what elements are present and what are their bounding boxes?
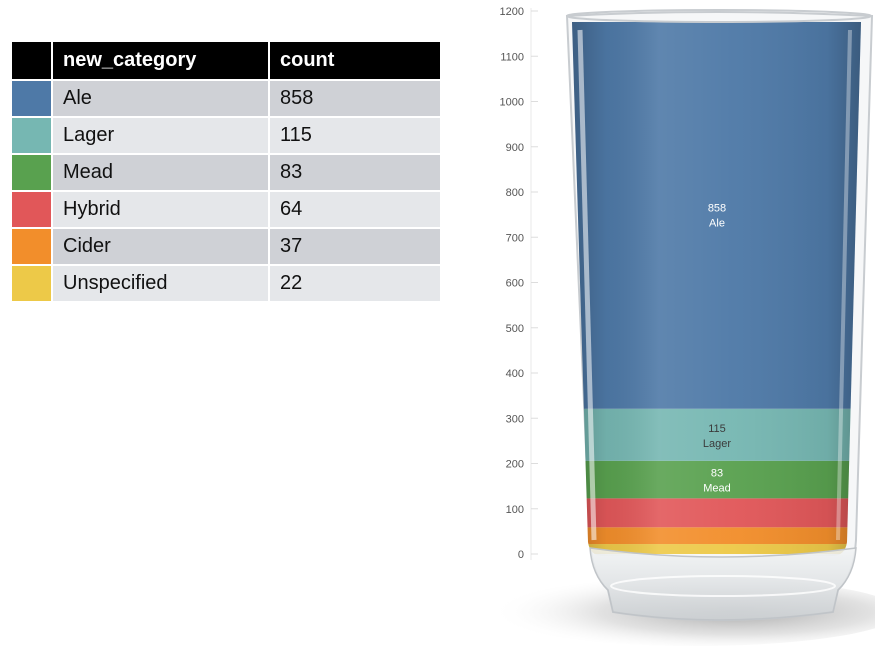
table-row: Mead 83 — [12, 153, 440, 190]
glass-highlight-right — [836, 29, 852, 541]
category-cell: Unspecified — [53, 264, 270, 301]
color-swatch — [12, 79, 53, 116]
segment-value-label: 83 — [711, 468, 723, 480]
segment-value-label: 115 — [708, 423, 726, 435]
liquid-shading — [572, 22, 861, 556]
table-row: Lager 115 — [12, 116, 440, 153]
glass-rim — [566, 9, 872, 23]
category-cell: Lager — [53, 116, 270, 153]
y-tick-label: 300 — [506, 413, 524, 425]
glass-base — [589, 547, 857, 621]
count-cell: 83 — [270, 153, 440, 190]
table-row: Ale 858 — [12, 79, 440, 116]
color-swatch — [12, 227, 53, 264]
y-tick-label: 400 — [506, 368, 524, 380]
category-cell: Ale — [53, 79, 270, 116]
y-tick-label: 700 — [506, 232, 524, 244]
count-cell: 64 — [270, 190, 440, 227]
swatch-header — [12, 42, 53, 79]
y-tick-label: 800 — [506, 187, 524, 199]
y-tick-label: 500 — [506, 323, 524, 335]
category-cell: Mead — [53, 153, 270, 190]
category-cell: Hybrid — [53, 190, 270, 227]
color-swatch — [12, 264, 53, 301]
glass-highlight-left — [577, 29, 597, 541]
segment-category-label: Lager — [703, 438, 731, 450]
header-category: new_category — [53, 42, 270, 79]
table-row: Unspecified 22 — [12, 264, 440, 301]
glass-stacked-chart: 0 100 200 300 400 500 600 700 800 900 1000 1100 1200… — [490, 6, 875, 646]
segment-value-label: 858 — [708, 203, 726, 215]
glass-base-highlight — [610, 575, 836, 597]
count-cell: 22 — [270, 264, 440, 301]
y-tick-label: 1200 — [500, 6, 524, 18]
segment-category-label: Ale — [709, 218, 725, 230]
color-swatch — [12, 190, 53, 227]
color-swatch — [12, 116, 53, 153]
count-cell: 37 — [270, 227, 440, 264]
category-cell: Cider — [53, 227, 270, 264]
segment-labels: 83 Mead 115 Lager 858 Ale — [703, 203, 731, 495]
table-row: Hybrid 64 — [12, 190, 440, 227]
y-tick-label: 100 — [506, 504, 524, 516]
count-cell: 115 — [270, 116, 440, 153]
header-count: count — [270, 42, 440, 79]
count-cell: 858 — [270, 79, 440, 116]
y-axis: 0 100 200 300 400 500 600 700 800 900 1000 1100 1200 — [500, 6, 538, 561]
legend-table: new_category count Ale 858 Lager 115 Mea… — [12, 42, 440, 301]
table-header-row: new_category count — [12, 42, 440, 79]
color-swatch — [12, 153, 53, 190]
y-tick-label: 200 — [506, 459, 524, 471]
y-tick-label: 1000 — [500, 97, 524, 109]
y-tick-label: 600 — [506, 278, 524, 290]
y-tick-label: 1100 — [500, 51, 524, 63]
y-tick-label: 900 — [506, 142, 524, 154]
table-row: Cider 37 — [12, 227, 440, 264]
segment-category-label: Mead — [703, 483, 731, 495]
y-tick-label: 0 — [518, 549, 524, 561]
